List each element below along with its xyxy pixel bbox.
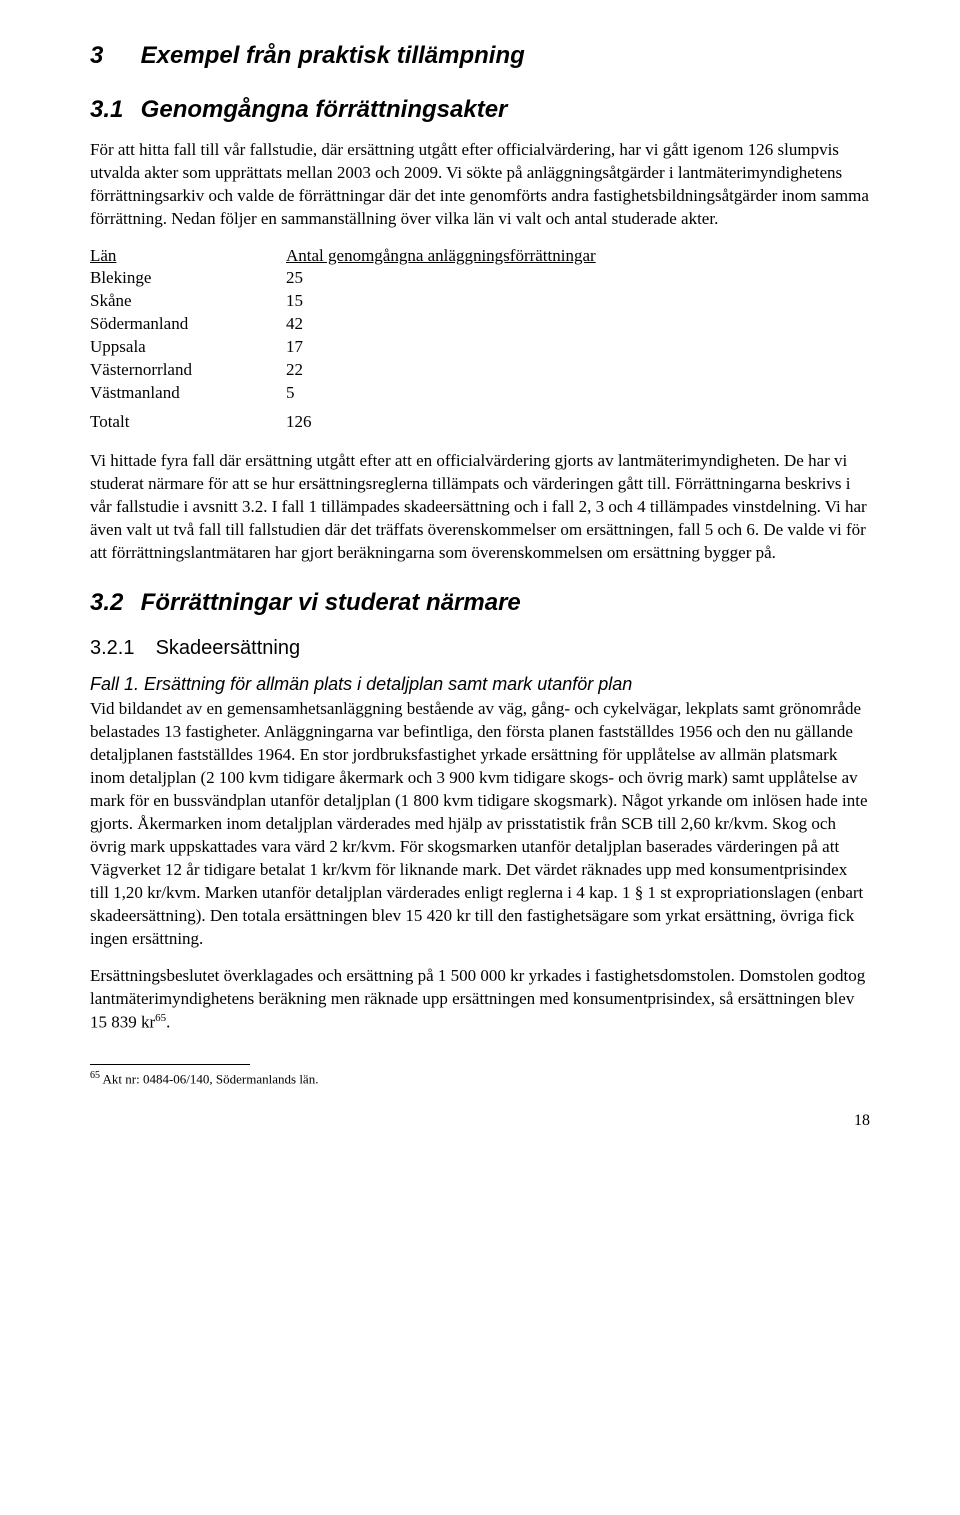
fall-1-para-2-post: . bbox=[166, 1012, 170, 1031]
table-cell-val: 17 bbox=[286, 336, 646, 359]
section-3-1-title: Genomgångna förrättningsakter bbox=[141, 96, 508, 123]
table-cell-val: 22 bbox=[286, 359, 646, 382]
table-row: Blekinge 25 bbox=[90, 267, 870, 290]
table-header-val: Antal genomgångna anläggningsförrättning… bbox=[286, 245, 646, 268]
section-3-2-heading: 3.2 Förrättningar vi studerat närmare bbox=[90, 587, 870, 619]
fall-1-para-2-text: Ersättningsbeslutet överklagades och ers… bbox=[90, 966, 865, 1032]
section-3-heading: 3 Exempel från praktisk tillämpning bbox=[90, 40, 870, 72]
section-3-2-1-number: 3.2.1 bbox=[90, 635, 150, 662]
footnote-text: Akt nr: 0484-06/140, Södermanlands län. bbox=[100, 1072, 318, 1087]
lan-table: Län Antal genomgångna anläggningsförrätt… bbox=[90, 245, 870, 435]
section-3-2-number: 3.2 bbox=[90, 587, 134, 619]
section-3-1-number: 3.1 bbox=[90, 94, 134, 126]
fall-1-title: Fall 1. Ersättning för allmän plats i de… bbox=[90, 672, 870, 696]
table-cell-lan: Skåne bbox=[90, 290, 286, 313]
table-cell-val: 5 bbox=[286, 382, 646, 405]
table-cell-val: 25 bbox=[286, 267, 646, 290]
table-row: Västernorrland 22 bbox=[90, 359, 870, 382]
fall-1-para-1: Vid bildandet av en gemensamhetsanläggni… bbox=[90, 698, 870, 950]
table-row: Södermanland 42 bbox=[90, 313, 870, 336]
table-total-val: 126 bbox=[286, 411, 646, 434]
section-3-1-heading: 3.1 Genomgångna förrättningsakter bbox=[90, 94, 870, 126]
table-cell-lan: Västernorrland bbox=[90, 359, 286, 382]
table-header-row: Län Antal genomgångna anläggningsförrätt… bbox=[90, 245, 870, 268]
footnote-rule bbox=[90, 1064, 250, 1065]
section-3-title: Exempel från praktisk tillämpning bbox=[141, 42, 525, 69]
table-row: Skåne 15 bbox=[90, 290, 870, 313]
table-cell-val: 42 bbox=[286, 313, 646, 336]
table-cell-lan: Västmanland bbox=[90, 382, 286, 405]
section-3-2-1-heading: 3.2.1 Skadeersättning bbox=[90, 635, 870, 662]
table-row: Uppsala 17 bbox=[90, 336, 870, 359]
section-3-2-1-title: Skadeersättning bbox=[156, 637, 301, 659]
footnote-number: 65 bbox=[90, 1070, 100, 1081]
fall-1-para-2: Ersättningsbeslutet överklagades och ers… bbox=[90, 965, 870, 1034]
table-header-lan: Län bbox=[90, 245, 286, 268]
page-number: 18 bbox=[90, 1110, 870, 1132]
table-total-row: Totalt 126 bbox=[90, 411, 870, 434]
table-cell-lan: Uppsala bbox=[90, 336, 286, 359]
table-cell-lan: Södermanland bbox=[90, 313, 286, 336]
section-3-number: 3 bbox=[90, 40, 134, 72]
table-cell-val: 15 bbox=[286, 290, 646, 313]
table-row: Västmanland 5 bbox=[90, 382, 870, 405]
section-3-1-para-1: För att hitta fall till vår fallstudie, … bbox=[90, 139, 870, 231]
section-3-2-title: Förrättningar vi studerat närmare bbox=[141, 589, 521, 616]
table-total-label: Totalt bbox=[90, 411, 286, 434]
section-3-1-para-2: Vi hittade fyra fall där ersättning utgå… bbox=[90, 450, 870, 565]
footnote-ref-65: 65 bbox=[155, 1012, 166, 1024]
footnote-65: 65 Akt nr: 0484-06/140, Södermanlands lä… bbox=[90, 1069, 870, 1088]
table-cell-lan: Blekinge bbox=[90, 267, 286, 290]
